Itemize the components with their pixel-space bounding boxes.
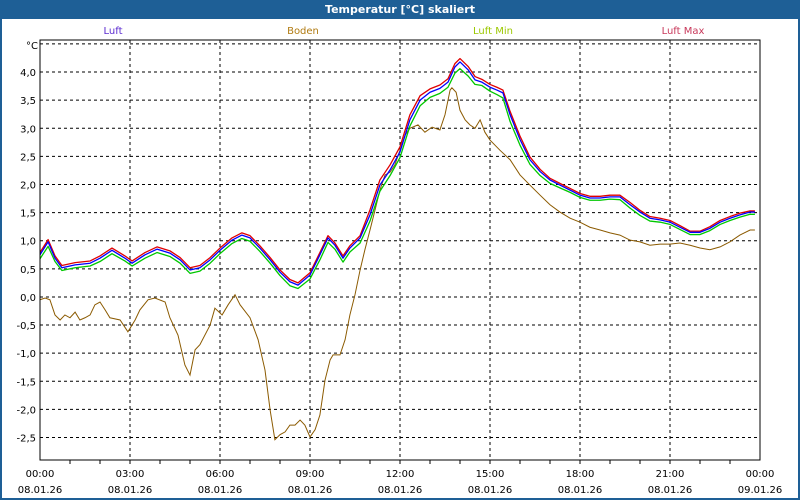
x-tick-date: 09.01.26 (738, 485, 783, 496)
legend-item: Boden (287, 26, 319, 37)
chart-title: Temperatur [°C] skaliert (0, 0, 800, 19)
x-tick-time: 00:00 (746, 469, 775, 480)
y-tick-label: 3,0 (20, 124, 36, 135)
x-tick-time: 18:00 (566, 469, 595, 480)
grid (40, 40, 760, 460)
plot-border (39, 39, 761, 461)
y-tick-label: 1,0 (20, 237, 36, 248)
legend-item: Luft Min (473, 26, 513, 37)
x-tick-date: 08.01.26 (648, 485, 693, 496)
x-tick-date: 08.01.26 (288, 485, 333, 496)
y-tick-label: -2,0 (16, 405, 36, 416)
x-tick-time: 09:00 (296, 469, 325, 480)
legend-item: Luft (104, 26, 123, 37)
legend: Luft Boden Luft Min Luft Max (104, 26, 705, 37)
x-tick-date: 08.01.26 (378, 485, 423, 496)
x-tick-date: 08.01.26 (198, 485, 243, 496)
x-tick-time: 00:00 (26, 469, 55, 480)
y-tick-label: 2,0 (20, 180, 36, 191)
y-tick-label: 3,5 (20, 96, 36, 107)
series-line-luft-min (39, 68, 755, 290)
y-tick-label: 1,5 (20, 209, 36, 220)
series-lines (39, 57, 755, 441)
y-tick-label: -1,5 (16, 377, 36, 388)
x-tick-time: 15:00 (476, 469, 505, 480)
legend-item: Luft Max (662, 26, 705, 37)
y-tick-label: -0,5 (16, 321, 36, 332)
x-tick-time: 03:00 (116, 469, 145, 480)
x-tick-time: 21:00 (656, 469, 685, 480)
y-tick-label: 0,0 (20, 293, 36, 304)
x-tick-date: 08.01.26 (108, 485, 153, 496)
y-tick-label: 0,5 (20, 265, 36, 276)
y-axis-unit-label: °C (26, 41, 38, 52)
y-tick-label: 4,0 (20, 68, 36, 79)
x-axis-ticks: 00:00 08.01.26 03:00 08.01.26 06:00 08.01.26 0… (18, 460, 783, 496)
y-tick-label: -1,0 (16, 349, 36, 360)
series-line-luft-max (39, 57, 755, 284)
y-axis-ticks: 4,0 3,5 3,0 2,5 2,0 1,5 1,0 0,5 0,0 -0,5 -1,0 -1,5 -… (16, 68, 36, 444)
series-line-luft (39, 61, 755, 286)
x-tick-time: 06:00 (206, 469, 235, 480)
x-tick-date: 08.01.26 (558, 485, 603, 496)
series-line-boden (39, 87, 755, 441)
x-tick-date: 08.01.26 (468, 485, 513, 496)
x-tick-date: 08.01.26 (18, 485, 63, 496)
y-tick-label: -2,5 (16, 434, 36, 445)
y-tick-label: 2,5 (20, 152, 36, 163)
x-tick-time: 12:00 (386, 469, 415, 480)
